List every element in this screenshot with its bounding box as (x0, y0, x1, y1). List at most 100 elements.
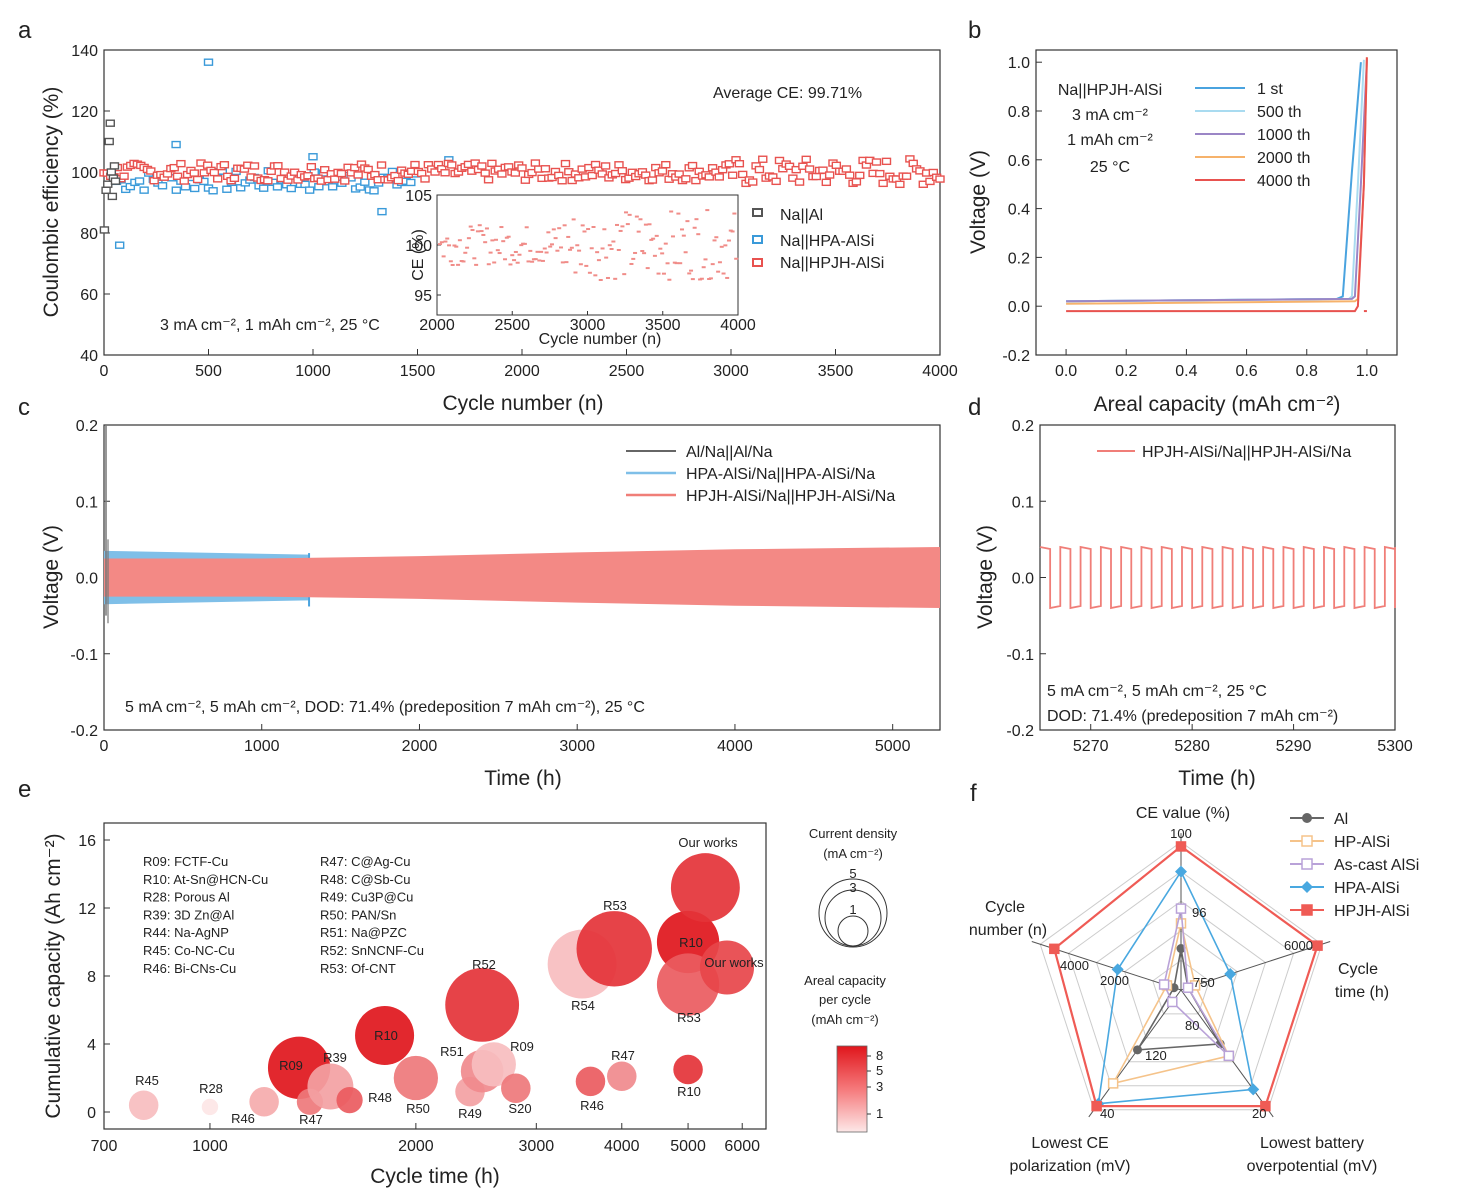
inset-point (513, 250, 518, 253)
hpjh-point (517, 164, 527, 172)
panel-b-note-temp: 25 °C (1090, 159, 1130, 176)
radar-axis-labels: CE value (%) Cycle time (h) Lowest batte… (969, 805, 1389, 1175)
inset-point (484, 227, 489, 230)
hpa-point (406, 178, 416, 187)
inset-xtick-label: 2000 (419, 317, 455, 334)
b-xtick-label: 0.0 (1055, 363, 1077, 380)
radar-point (1158, 979, 1170, 990)
hpjh-point (176, 159, 186, 168)
inset-point (564, 261, 569, 264)
panel-c-legend: Al/Na||Al/Na HPA-AlSi/Na||HPA-AlSi/Na HP… (626, 444, 895, 505)
hpjh-point (172, 172, 183, 180)
inset-point (620, 225, 625, 228)
radar-legend: Al HP-AlSi As-cast AlSi HPA-AlSi HPJH-AlSi (1290, 811, 1419, 920)
inset-point (586, 228, 591, 231)
legend-c-hpa: HPA-AlSi/Na||HPA-AlSi/Na (686, 466, 875, 483)
hpjh-point (209, 168, 220, 177)
radar-legend-marker (1301, 835, 1313, 847)
inset-point (463, 251, 468, 254)
b-xtick-label: 0.2 (1115, 363, 1137, 380)
inset-point (678, 262, 683, 265)
radar-point (1182, 982, 1194, 993)
a-ytick-label: 60 (80, 287, 98, 304)
inset-point (634, 215, 639, 218)
c-xtick-label: 1000 (244, 738, 280, 755)
inset-point (582, 230, 587, 233)
inset-point (602, 228, 607, 231)
e-bubble-label: R51 (440, 1044, 464, 1059)
e-bubble (201, 1098, 219, 1116)
e-bubble-label: R49 (458, 1106, 482, 1121)
panel-a-inset: 2000 2500 3000 3500 4000 95 100 105 Cycle numbe… (405, 188, 756, 348)
hpjh-point (192, 175, 203, 184)
hpjh-point (824, 171, 835, 179)
inset-point (483, 241, 488, 244)
inset-point (445, 237, 450, 240)
inset-point (618, 229, 623, 232)
inset-point (438, 243, 443, 246)
hpjh-point (681, 175, 691, 183)
radar-tick-num-2000: 2000 (1100, 973, 1129, 988)
legend-c-hpjh: HPJH-AlSi/Na||HPJH-AlSi/Na (686, 488, 895, 505)
radar-series-line (1163, 908, 1230, 1057)
hpa-point (171, 186, 182, 194)
inset-point (609, 247, 614, 250)
panel-d-xlabel: Time (h) (1178, 767, 1255, 790)
inset-point (645, 267, 650, 270)
hpa-point (360, 178, 370, 186)
inset-point (503, 258, 508, 261)
hpjh-point (878, 179, 888, 188)
e-ref-left: R44: Na-AgNP (143, 925, 229, 940)
radar-point (1175, 918, 1187, 929)
inset-point (690, 278, 695, 281)
inset-point (506, 235, 511, 238)
hpa-outlier-point (171, 140, 181, 149)
hpa-point (190, 184, 200, 193)
panel-c: c -0.2 -0.1 0.0 0.1 0.2 0 1000 2000 3000 4000 5000… (18, 394, 941, 790)
radar-tick-labels: 100 96 6000 750 20 80 40 120 4000 2000 (1060, 826, 1313, 1121)
inset-point (685, 220, 690, 223)
hpjh-point (229, 174, 240, 183)
e-bubble-label: R09 (510, 1039, 534, 1054)
e-bubble-label: R39 (323, 1050, 347, 1065)
size-legend-5: 5 (849, 866, 856, 881)
inset-point (470, 229, 475, 232)
e-bubble (699, 940, 755, 995)
hpa-point (327, 183, 338, 191)
legend-d-hpjh: HPJH-AlSi/Na||HPJH-AlSi/Na (1142, 444, 1351, 461)
inset-point (488, 251, 493, 254)
al-point (107, 192, 118, 201)
a-xtick-label: 1500 (400, 363, 436, 380)
hpjh-point (497, 170, 507, 178)
hpjh-point (794, 178, 805, 186)
e-bubble-label: R46 (231, 1111, 255, 1126)
e-ytick-label: 12 (78, 901, 96, 918)
inset-point (517, 253, 522, 256)
color-legend-8: 8 (876, 1048, 883, 1063)
radar-label-num-2: number (n) (969, 922, 1047, 939)
hpjh-point (510, 169, 521, 177)
hpjh-point (420, 175, 430, 183)
legend-label-al: Na||Al (780, 207, 823, 224)
inset-point (537, 259, 542, 262)
a-xtick-label: 3500 (818, 363, 854, 380)
inset-point (692, 226, 697, 229)
hpjh-point (771, 177, 781, 186)
inset-point (699, 277, 704, 280)
inset-point (595, 251, 600, 254)
panel-a-letter: a (18, 17, 32, 44)
hpjh-point (440, 169, 450, 177)
e-bubble (445, 968, 520, 1042)
inset-point (652, 254, 657, 257)
panel-d-ticks: -0.2 -0.1 0.0 0.1 0.2 5270 5280 5290 5300 (1006, 418, 1412, 755)
inset-point (651, 237, 656, 240)
inset-point (631, 257, 636, 260)
hpjh-point (881, 157, 892, 166)
inset-point (656, 272, 661, 275)
hpjh-point (748, 178, 758, 186)
inset-point (708, 277, 713, 280)
hpjh-point (306, 162, 317, 171)
inset-point (512, 259, 517, 262)
hpjh-point (363, 165, 373, 174)
hpjh-point (841, 165, 852, 173)
